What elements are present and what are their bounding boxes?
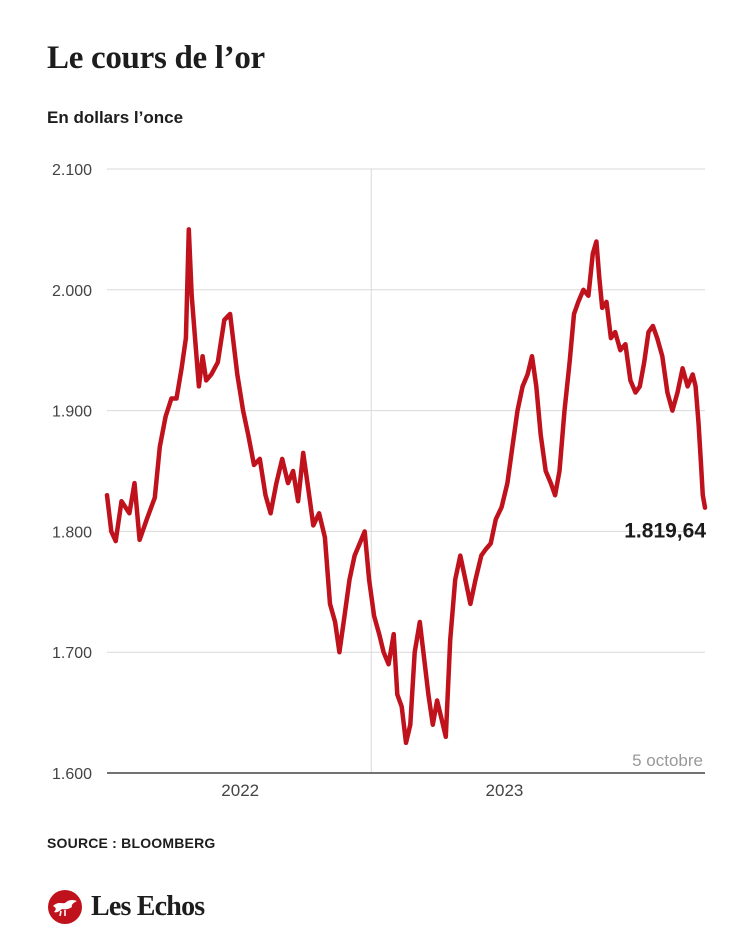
source-note: SOURCE : BLOOMBERG: [47, 835, 216, 851]
brand-name: Les Echos: [91, 891, 205, 922]
x-tick-label: 2022: [221, 781, 259, 800]
les-echos-bird-icon: [48, 890, 82, 924]
last-value-label: 1.819,64: [624, 520, 706, 543]
gold-price-line: [104, 227, 708, 746]
chart-subtitle: En dollars l’once: [47, 108, 184, 127]
y-tick-label: 1.800: [52, 524, 92, 541]
y-tick-label: 2.000: [52, 283, 92, 300]
x-axis-ticks: 2022 2023: [221, 781, 523, 800]
x-tick-label: 2023: [486, 781, 524, 800]
chart-title: Le cours de l’or: [47, 40, 265, 76]
brand-logo: Les Echos: [47, 888, 205, 926]
grid-lines: [107, 168, 705, 774]
y-tick-label: 1.700: [52, 645, 92, 662]
y-tick-label: 2.100: [52, 162, 92, 179]
y-tick-label: 1.900: [52, 404, 92, 421]
y-tick-label: 1.600: [52, 766, 92, 783]
last-date-label: 5 octobre: [632, 751, 703, 770]
y-axis-ticks: 1.600 1.700 1.800 1.900 2.000 2.100: [52, 162, 92, 783]
